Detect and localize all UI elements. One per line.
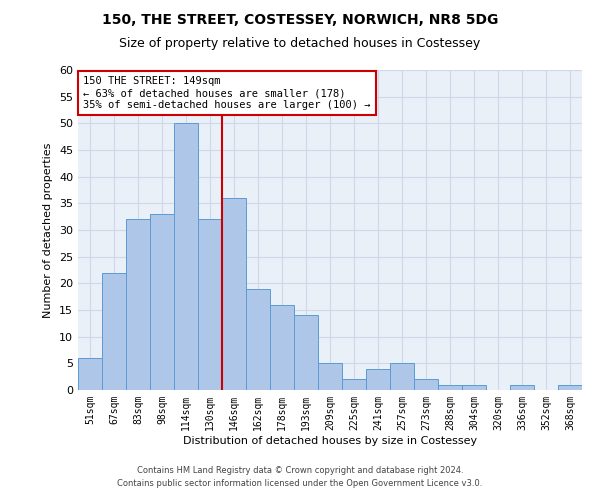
Text: Size of property relative to detached houses in Costessey: Size of property relative to detached ho… (119, 38, 481, 51)
Bar (390, 364, 414, 390)
Bar (342, 380, 366, 390)
Bar (222, 198, 246, 390)
Bar (366, 368, 390, 390)
Bar (78, 358, 102, 390)
Bar (318, 364, 342, 390)
Bar (102, 272, 126, 390)
Bar (294, 316, 318, 390)
Text: 150 THE STREET: 149sqm
← 63% of detached houses are smaller (178)
35% of semi-de: 150 THE STREET: 149sqm ← 63% of detached… (83, 76, 371, 110)
Text: 150, THE STREET, COSTESSEY, NORWICH, NR8 5DG: 150, THE STREET, COSTESSEY, NORWICH, NR8… (102, 12, 498, 26)
Text: Contains HM Land Registry data © Crown copyright and database right 2024.
Contai: Contains HM Land Registry data © Crown c… (118, 466, 482, 487)
Bar (510, 384, 534, 390)
Bar (438, 384, 462, 390)
Bar (126, 220, 150, 390)
Bar (198, 220, 222, 390)
Bar (174, 124, 198, 390)
Bar (246, 288, 270, 390)
Bar (462, 384, 486, 390)
Bar (414, 380, 438, 390)
Bar (150, 214, 174, 390)
Y-axis label: Number of detached properties: Number of detached properties (43, 142, 53, 318)
Bar (270, 304, 294, 390)
Bar (558, 384, 582, 390)
X-axis label: Distribution of detached houses by size in Costessey: Distribution of detached houses by size … (183, 436, 477, 446)
